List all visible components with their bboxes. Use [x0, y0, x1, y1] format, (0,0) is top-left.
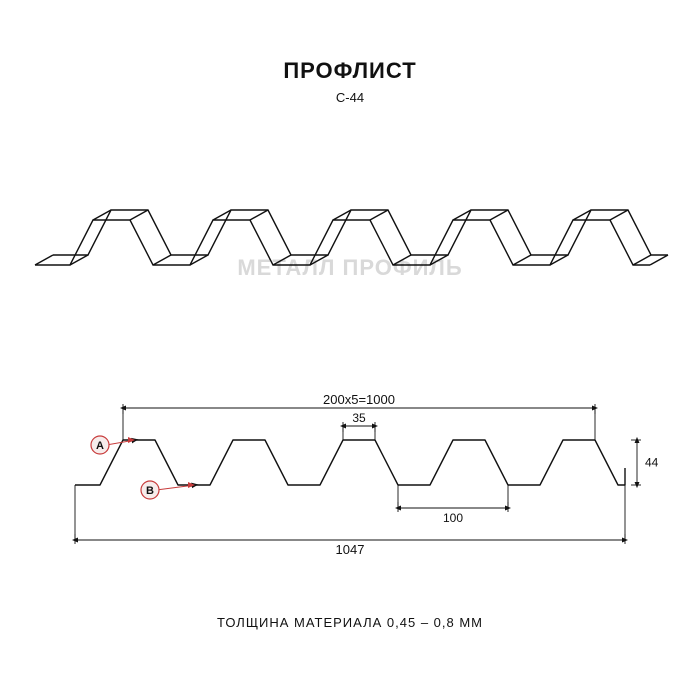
svg-text:100: 100	[443, 511, 463, 525]
svg-text:44: 44	[645, 456, 659, 470]
isometric-view	[30, 150, 670, 330]
page-title: ПРОФЛИСТ	[0, 58, 700, 84]
page: ПРОФЛИСТ С-44 МЕТАЛЛ ПРОФИЛЬ 200x5=10003…	[0, 0, 700, 700]
page-subtitle: С-44	[0, 90, 700, 105]
svg-text:200x5=1000: 200x5=1000	[323, 392, 395, 407]
svg-text:35: 35	[352, 411, 366, 425]
svg-text:B: B	[146, 485, 154, 497]
svg-text:A: A	[96, 440, 104, 452]
footer-text: ТОЛЩИНА МАТЕРИАЛА 0,45 – 0,8 ММ	[0, 615, 700, 630]
cross-section-view: 200x5=1000 35 100 1047 44 A B	[55, 390, 665, 570]
svg-text:1047: 1047	[336, 542, 365, 557]
